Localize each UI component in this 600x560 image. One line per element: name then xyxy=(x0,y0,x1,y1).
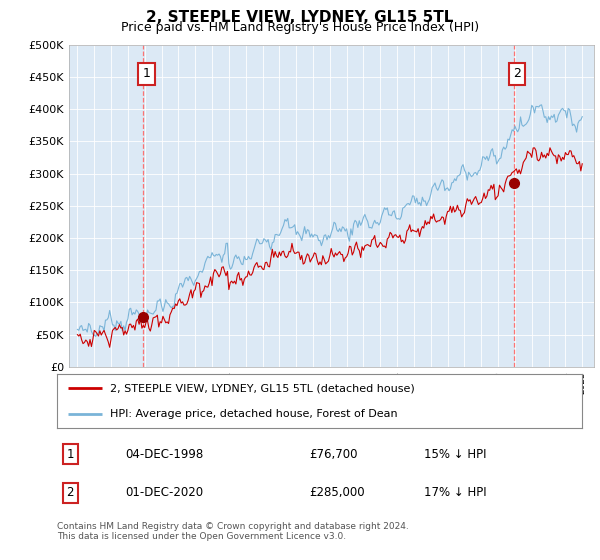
Text: £76,700: £76,700 xyxy=(309,447,358,461)
Text: £285,000: £285,000 xyxy=(309,486,365,500)
Text: Contains HM Land Registry data © Crown copyright and database right 2024.
This d: Contains HM Land Registry data © Crown c… xyxy=(57,522,409,542)
Text: 04-DEC-1998: 04-DEC-1998 xyxy=(125,447,203,461)
Text: 1: 1 xyxy=(143,67,151,80)
Text: 17% ↓ HPI: 17% ↓ HPI xyxy=(425,486,487,500)
Text: 2, STEEPLE VIEW, LYDNEY, GL15 5TL (detached house): 2, STEEPLE VIEW, LYDNEY, GL15 5TL (detac… xyxy=(110,384,414,393)
Text: 15% ↓ HPI: 15% ↓ HPI xyxy=(425,447,487,461)
Text: 2, STEEPLE VIEW, LYDNEY, GL15 5TL: 2, STEEPLE VIEW, LYDNEY, GL15 5TL xyxy=(146,10,454,25)
Text: 1: 1 xyxy=(67,447,74,461)
Text: 2: 2 xyxy=(67,486,74,500)
Text: 01-DEC-2020: 01-DEC-2020 xyxy=(125,486,203,500)
Text: Price paid vs. HM Land Registry's House Price Index (HPI): Price paid vs. HM Land Registry's House … xyxy=(121,21,479,34)
Text: HPI: Average price, detached house, Forest of Dean: HPI: Average price, detached house, Fore… xyxy=(110,409,397,418)
Text: 2: 2 xyxy=(513,67,521,80)
